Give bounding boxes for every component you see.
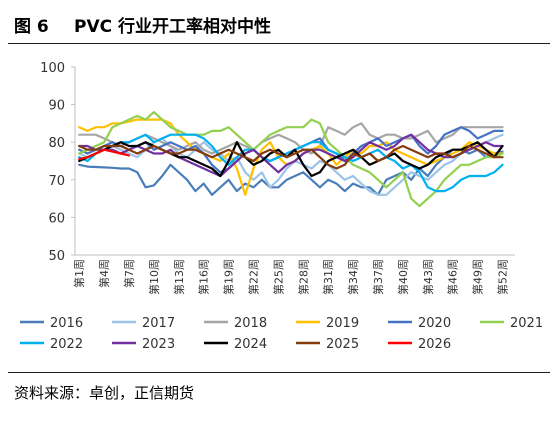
series-line-2024 <box>78 141 504 178</box>
figure-title-row: 图 6 PVC 行业开工率相对中性 <box>0 0 558 42</box>
legend-label-2020: 2020 <box>418 316 451 331</box>
legend-label-2017: 2017 <box>142 316 175 331</box>
series-line-2018 <box>78 122 504 155</box>
x-tick-label: 第16周 <box>197 259 211 295</box>
series-line-2025 <box>78 144 504 170</box>
y-tick-label: 70 <box>48 174 65 189</box>
legend-label-2022: 2022 <box>50 337 83 352</box>
source-divider <box>8 372 550 373</box>
legend-label-2016: 2016 <box>50 316 83 331</box>
x-tick-label: 第52周 <box>496 259 510 295</box>
series-line-2021 <box>78 110 504 208</box>
x-tick-label: 第31周 <box>321 259 335 295</box>
series-line-2026 <box>78 148 131 161</box>
chart-axes: 50 60 70 80 90 100 <box>40 61 515 264</box>
x-tick-label: 第37周 <box>371 259 385 295</box>
x-tick-label: 第7周 <box>122 259 136 288</box>
chart-legend: 2016 2017 2018 2019 2020 2021 2022 2023 2024 2025… <box>20 316 543 352</box>
source-note: 资料来源：卓创，正信期货 <box>14 384 195 402</box>
x-tick-label: 第40周 <box>396 259 410 295</box>
x-tick-labels: 第1周 第4周 第7周 第10周 第13周 第16周 第19周 第22周 第25周 第28周 第31… <box>72 259 509 295</box>
y-tick-label: 100 <box>40 61 65 76</box>
series-line-2016 <box>78 148 504 196</box>
legend-label-2021: 2021 <box>510 316 543 331</box>
legend-label-2026: 2026 <box>418 337 451 352</box>
x-tick-label: 第1周 <box>72 259 86 288</box>
legend-label-2018: 2018 <box>234 316 267 331</box>
legend-label-2019: 2019 <box>326 316 359 331</box>
x-tick-label: 第43周 <box>421 259 435 295</box>
y-tick-label: 80 <box>48 136 65 151</box>
series-line-2022 <box>78 133 504 193</box>
figure-title: PVC 行业开工率相对中性 <box>74 17 272 37</box>
line-chart: 5060708090100 第1周 第4周 第7周 第10周 第13周 第16周 第19周第… <box>20 61 543 352</box>
series-line-2023 <box>78 133 504 178</box>
legend-label-2025: 2025 <box>326 337 359 352</box>
y-tick-label: 90 <box>48 99 65 114</box>
legend-label-2024: 2024 <box>234 337 267 352</box>
x-tick-label: 第46周 <box>446 259 460 295</box>
x-tick-label: 第34周 <box>346 259 360 295</box>
y-tick-label: 50 <box>48 249 65 264</box>
chart-series-lines <box>78 110 504 208</box>
figure-number: 图 6 <box>14 17 49 37</box>
x-tick-label: 第19周 <box>222 259 236 295</box>
x-tick-label: 第28周 <box>296 259 310 295</box>
legend-label-2023: 2023 <box>142 337 175 352</box>
x-tick-label: 第49周 <box>471 259 485 295</box>
x-tick-label: 第22周 <box>246 259 260 295</box>
x-tick-label: 第4周 <box>97 259 111 288</box>
x-tick-label: 第10周 <box>147 259 161 295</box>
y-tick-label: 60 <box>48 211 65 226</box>
x-tick-label: 第25周 <box>271 259 285 295</box>
title-divider <box>8 43 550 44</box>
x-tick-label: 第13周 <box>172 259 186 295</box>
